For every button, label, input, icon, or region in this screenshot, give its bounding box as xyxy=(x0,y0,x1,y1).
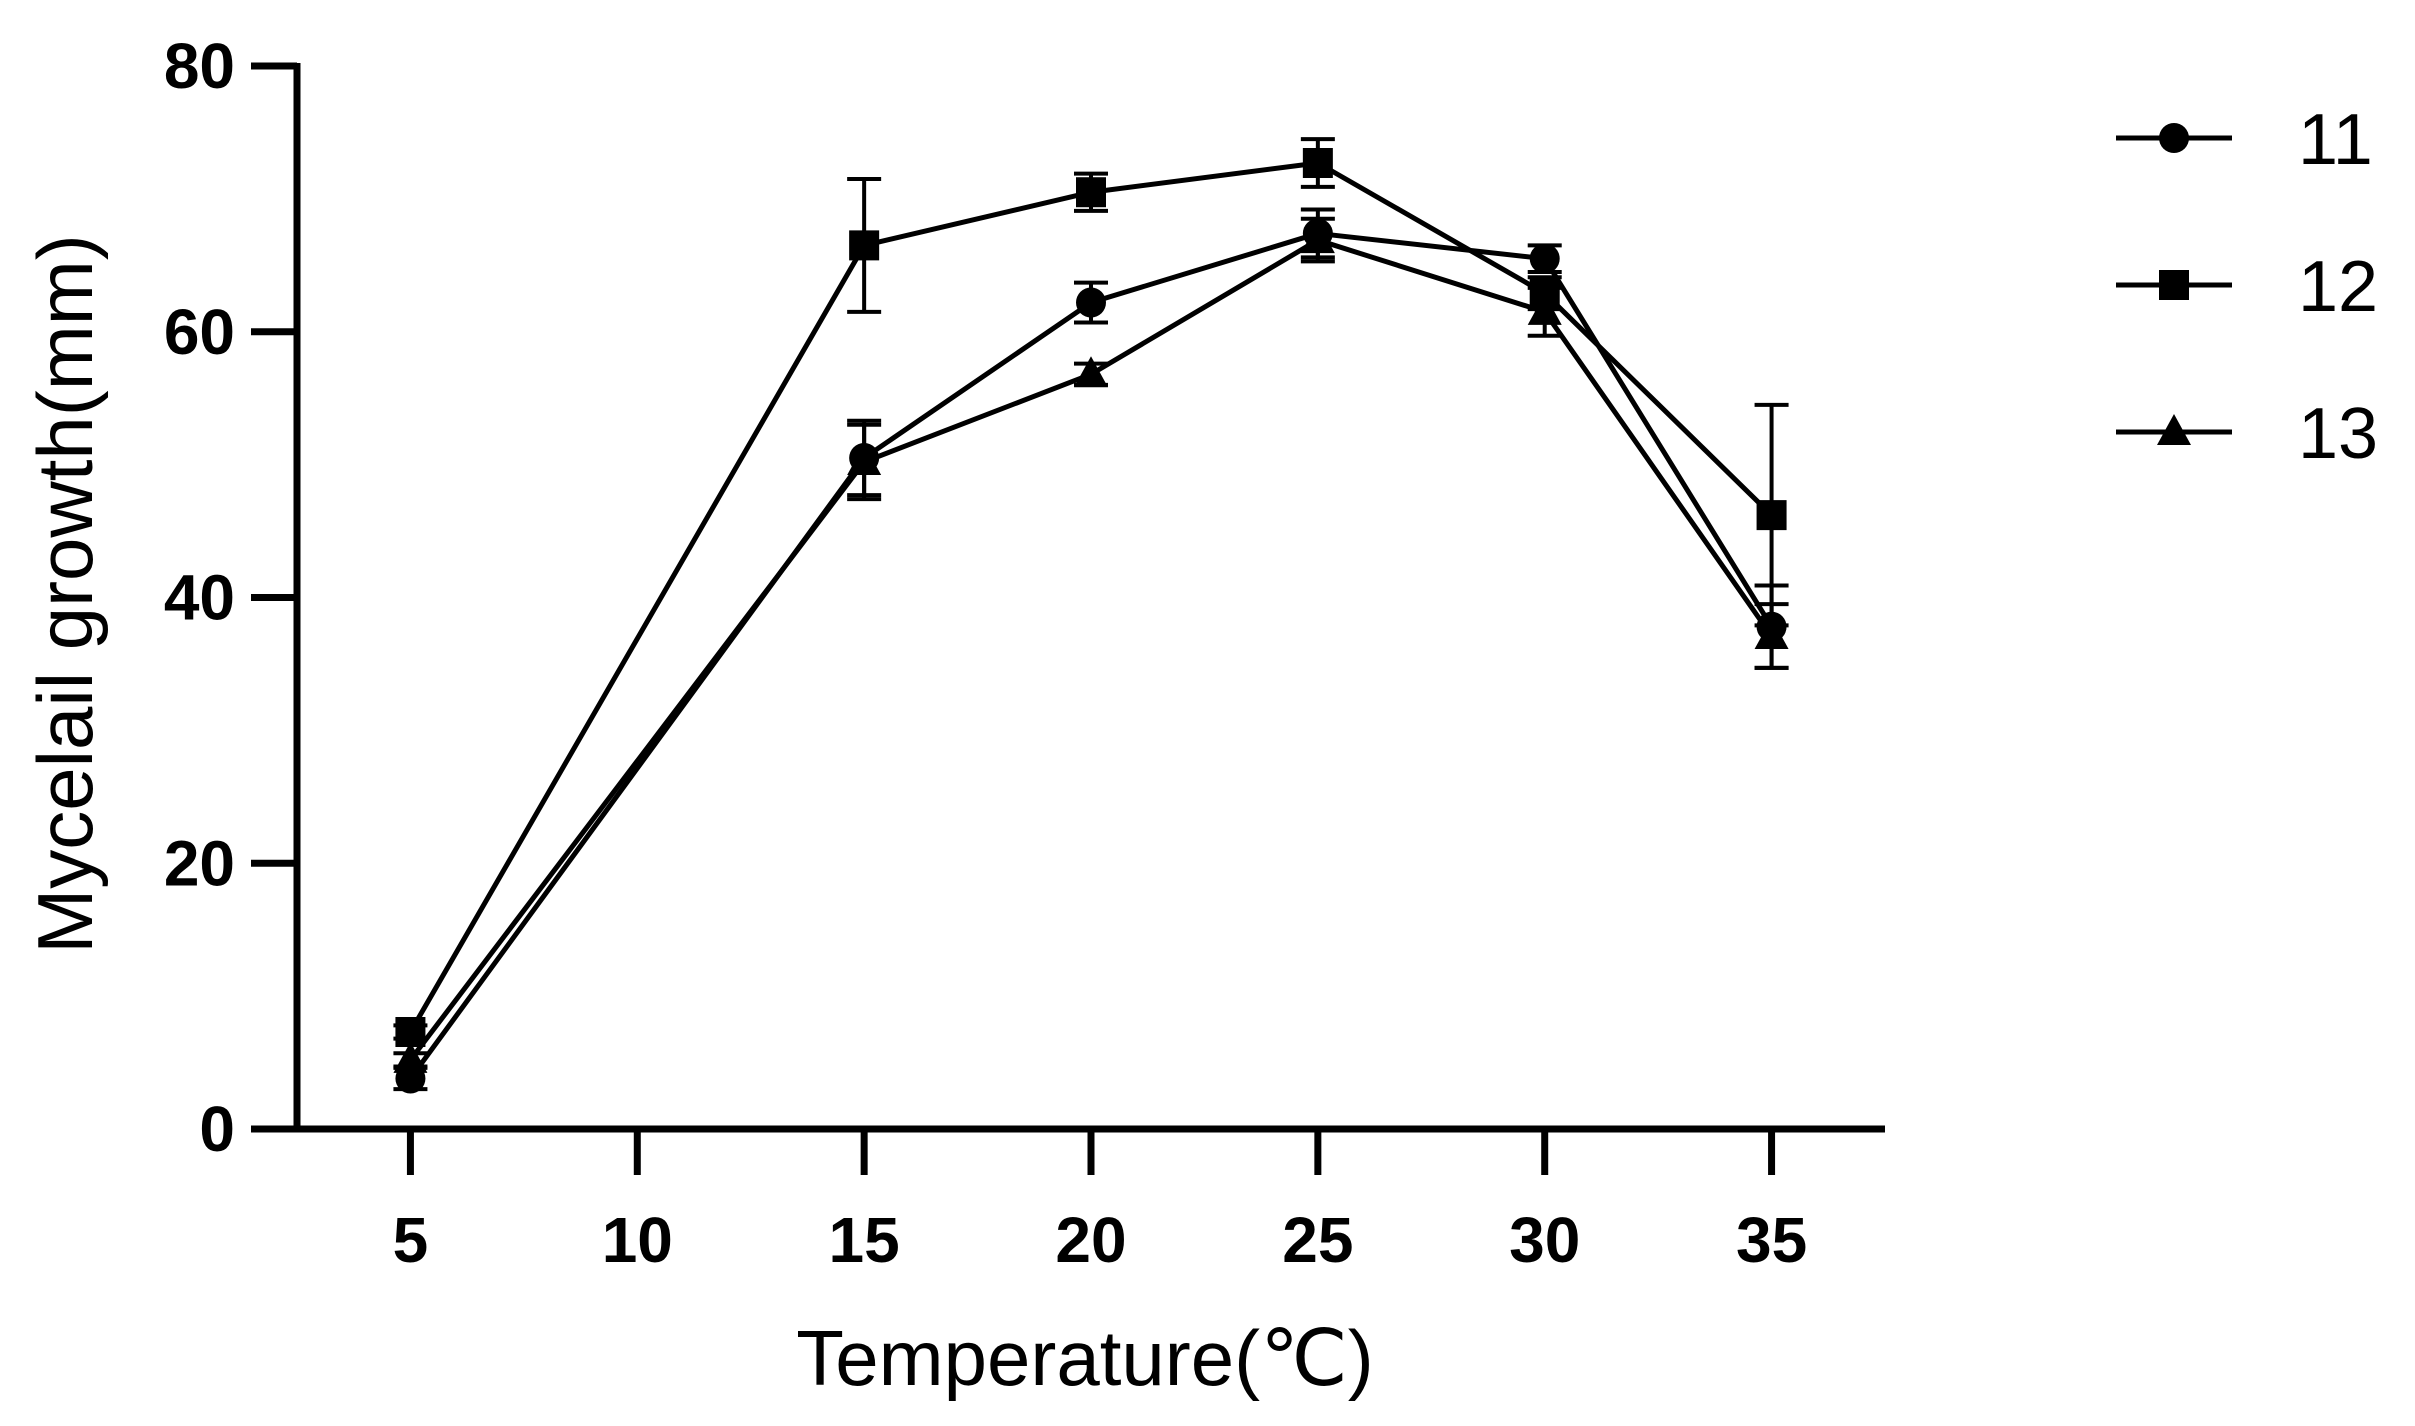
data-point xyxy=(847,443,882,475)
series-line-13 xyxy=(408,237,1774,1062)
x-tick-label: 5 xyxy=(393,1204,429,1276)
y-tick-label: 20 xyxy=(164,827,235,899)
data-point xyxy=(1527,293,1562,325)
legend-marker xyxy=(2159,270,2189,300)
x-tick-label: 35 xyxy=(1736,1204,1807,1276)
y-tick-label: 40 xyxy=(164,562,235,634)
plot-area xyxy=(393,137,1789,1094)
data-point xyxy=(1300,222,1335,254)
series-13 xyxy=(393,216,1789,1073)
legend-item-11: 11 xyxy=(2116,100,2373,180)
x-tick-label: 20 xyxy=(1055,1204,1126,1276)
legend-label: 11 xyxy=(2298,100,2373,180)
data-point xyxy=(393,1041,428,1073)
data-point xyxy=(1529,243,1560,274)
x-tick-label: 25 xyxy=(1282,1204,1353,1276)
x-axis-title: Temperature(℃) xyxy=(796,1314,1373,1402)
legend-label: 13 xyxy=(2298,394,2378,474)
y-tick-label: 0 xyxy=(199,1093,235,1165)
x-tick-label: 30 xyxy=(1509,1204,1580,1276)
series-line-12 xyxy=(408,160,1774,1034)
series-12 xyxy=(393,137,1789,1048)
x-tick-label: 10 xyxy=(602,1204,673,1276)
data-point xyxy=(1756,500,1787,531)
y-axis-title: Mycelail growth(mm) xyxy=(21,234,109,953)
legend-label: 12 xyxy=(2298,247,2378,327)
y-tick-label: 60 xyxy=(164,296,235,368)
x-axis: 5 10 15 20 25 30 35 xyxy=(294,1125,1885,1276)
series-11 xyxy=(393,207,1789,1094)
y-tick-label: 80 xyxy=(164,30,235,102)
legend: 11 12 13 xyxy=(2116,100,2378,474)
x-tick-label: 15 xyxy=(829,1204,900,1276)
legend-marker xyxy=(2157,414,2191,445)
y-axis: 0 20 40 60 80 xyxy=(164,30,301,1165)
data-point xyxy=(1302,147,1333,178)
legend-item-13: 13 xyxy=(2116,394,2378,474)
data-point xyxy=(1076,287,1106,318)
data-point xyxy=(849,230,880,261)
legend-marker xyxy=(2159,123,2189,153)
data-point xyxy=(1074,356,1108,388)
data-point xyxy=(1076,177,1106,208)
legend-item-12: 12 xyxy=(2116,247,2378,327)
data-point xyxy=(1754,618,1789,650)
